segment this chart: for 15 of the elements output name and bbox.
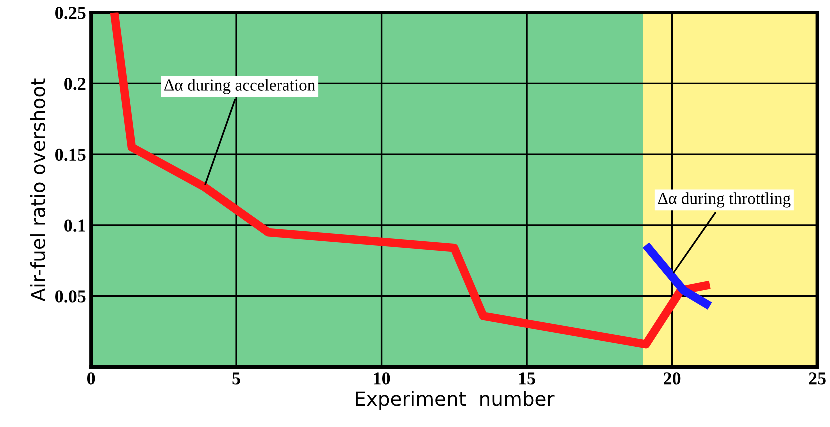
y-tick-label: 0.05 <box>56 290 86 303</box>
y-tick-label: 0.15 <box>56 148 86 162</box>
x-tick-label: 10 <box>374 372 390 385</box>
x-tick-label: 5 <box>232 372 240 385</box>
x-tick-label: 20 <box>664 372 681 385</box>
y-tick-label: 0.2 <box>64 78 86 90</box>
x-tick-label: 0 <box>87 372 96 385</box>
y-axis-title: Air-fuel ratio overshoot <box>30 78 46 302</box>
x-tick-label: 25 <box>809 372 826 385</box>
y-tick-label: 0.1 <box>64 220 86 232</box>
annotation: Δα during acceleration <box>164 79 316 94</box>
y-tick-label: 0.25 <box>56 7 86 20</box>
x-axis-title: Experiment number <box>356 391 555 410</box>
x-tick-label: 15 <box>519 372 536 385</box>
annotation: Δα during throttling <box>658 192 791 208</box>
